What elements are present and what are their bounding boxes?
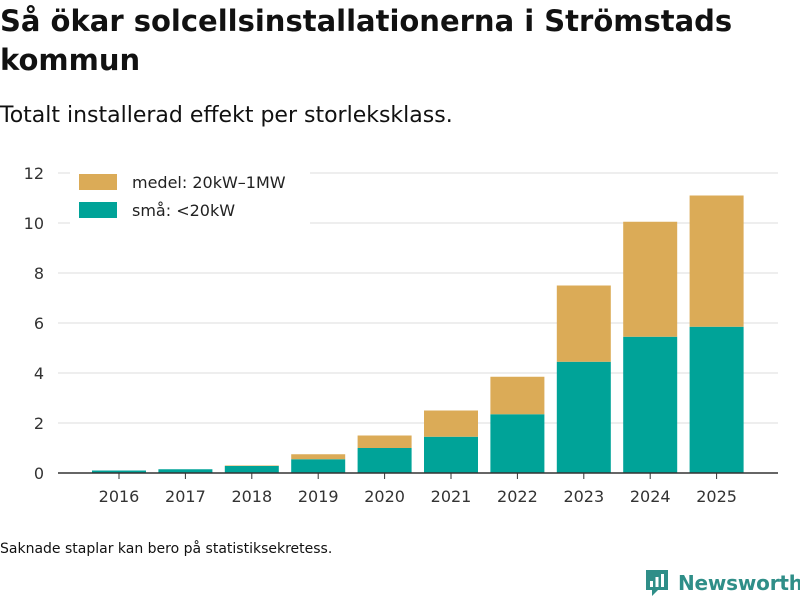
x-tick-label: 2019	[298, 487, 339, 506]
legend-label-medel: medel: 20kW–1MW	[132, 173, 286, 192]
x-tick-label: 2020	[364, 487, 405, 506]
legend-label-sma: små: <20kW	[132, 201, 235, 220]
x-tick-label: 2024	[630, 487, 671, 506]
y-axis-ticks: 0 2 4 6 8 10 12	[24, 164, 44, 483]
x-tick-label: 2018	[231, 487, 272, 506]
legend: medel: 20kW–1MW små: <20kW	[70, 168, 310, 226]
bar-medium-2023	[556, 285, 611, 362]
newsworthy-logo-icon	[646, 570, 668, 596]
y-tick-label: 6	[34, 314, 44, 333]
bar-small-2017	[158, 469, 213, 473]
x-axis-ticks: 2016 2017 2018 2019 2020 2021 2022 2023 2024 2025	[99, 473, 737, 506]
brand-name: Newsworthy	[678, 571, 800, 595]
x-tick-label: 2025	[696, 487, 737, 506]
x-tick-label: 2016	[99, 487, 140, 506]
x-tick-label: 2017	[165, 487, 206, 506]
x-tick-label: 2023	[563, 487, 604, 506]
brand-logo: Newsworthy	[644, 568, 800, 598]
y-tick-label: 10	[24, 214, 44, 233]
y-tick-label: 0	[34, 464, 44, 483]
legend-swatch-sma	[79, 202, 117, 218]
bar-medium-2022	[490, 376, 545, 415]
bar-medium-2019	[291, 454, 346, 460]
y-tick-label: 2	[34, 414, 44, 433]
x-tick-label: 2022	[497, 487, 538, 506]
bar-medium-2025	[689, 195, 744, 327]
y-tick-label: 8	[34, 264, 44, 283]
footnote: Saknade staplar kan bero på statistiksek…	[0, 541, 333, 557]
y-tick-label: 4	[34, 364, 44, 383]
y-tick-label: 12	[24, 164, 44, 183]
bar-small-2019	[291, 459, 346, 473]
bar-small-2018	[224, 466, 279, 473]
bar-small-2025	[689, 326, 744, 473]
bar-small-2016	[92, 470, 146, 473]
bar-medium-2020	[357, 435, 412, 448]
bar-small-2022	[490, 414, 545, 473]
legend-swatch-medel	[79, 174, 117, 190]
x-tick-label: 2021	[431, 487, 472, 506]
bar-medium-2024	[623, 221, 678, 337]
bar-small-2020	[357, 448, 412, 473]
chart-title: Så ökar solcellsinstallationerna i Ström…	[0, 4, 733, 77]
bar-small-2021	[424, 436, 478, 473]
bar-medium-2021	[424, 410, 478, 437]
bars	[92, 195, 744, 473]
bar-small-2023	[556, 361, 611, 473]
bar-medium-2018	[224, 465, 279, 466]
bar-small-2024	[623, 336, 678, 473]
chart-subtitle: Totalt installerad effekt per storlekskl…	[0, 103, 453, 128]
